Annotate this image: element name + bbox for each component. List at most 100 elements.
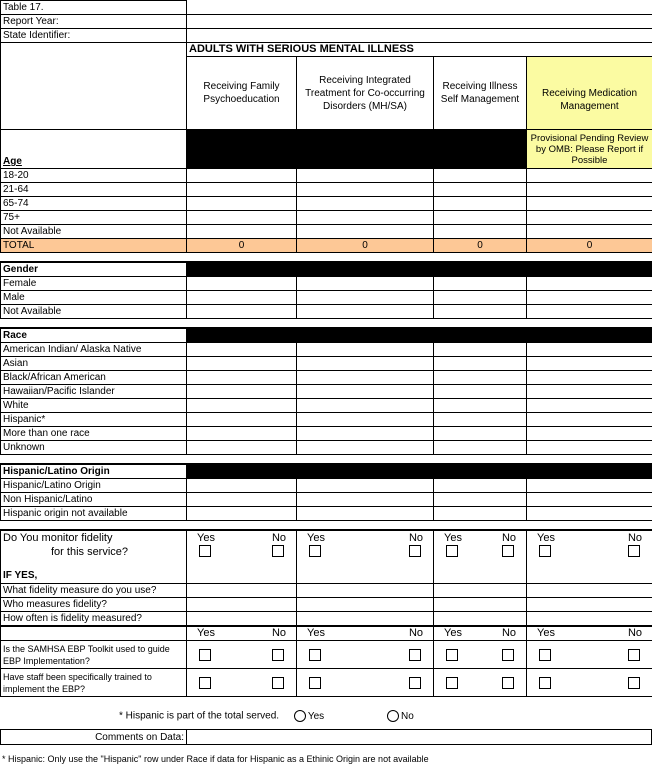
race-cell[interactable]: [186, 426, 297, 441]
hispanic-cell[interactable]: [296, 492, 434, 507]
fidelity-cell[interactable]: [433, 583, 527, 598]
gender-cell[interactable]: [433, 290, 527, 305]
fidelity-cell[interactable]: [433, 597, 527, 612]
hispanic-cell[interactable]: [186, 506, 297, 521]
fidelity-cell[interactable]: [296, 597, 434, 612]
fidelity-cell[interactable]: [296, 583, 434, 598]
race-cell[interactable]: [433, 440, 527, 455]
hispanic-yes-radio[interactable]: Yes: [293, 710, 324, 722]
age-cell[interactable]: [186, 168, 297, 183]
fidelity-cell[interactable]: [186, 583, 297, 598]
race-cell[interactable]: [433, 412, 527, 427]
no-checkbox[interactable]: [502, 648, 514, 661]
gender-cell[interactable]: [296, 276, 434, 291]
hispanic-cell[interactable]: [526, 478, 652, 493]
age-cell[interactable]: [186, 196, 297, 211]
yes-checkbox[interactable]: [446, 648, 458, 661]
age-cell[interactable]: [186, 210, 297, 225]
race-cell[interactable]: [526, 398, 652, 413]
fidelity-cell[interactable]: [526, 583, 652, 598]
race-cell[interactable]: [296, 426, 434, 441]
gender-cell[interactable]: [526, 276, 652, 291]
no-checkbox[interactable]: [409, 545, 421, 557]
yes-checkbox[interactable]: [539, 676, 551, 689]
gender-cell[interactable]: [296, 290, 434, 305]
race-cell[interactable]: [526, 342, 652, 357]
race-cell[interactable]: [433, 384, 527, 399]
yes-checkbox[interactable]: [199, 676, 211, 689]
no-checkbox[interactable]: [272, 676, 284, 689]
race-cell[interactable]: [433, 356, 527, 371]
age-cell[interactable]: [296, 210, 434, 225]
no-checkbox[interactable]: [502, 545, 514, 557]
age-cell[interactable]: [433, 182, 527, 197]
fidelity-cell[interactable]: [186, 597, 297, 612]
no-checkbox[interactable]: [628, 545, 640, 557]
hispanic-cell[interactable]: [526, 492, 652, 507]
age-cell[interactable]: [433, 168, 527, 183]
yes-checkbox[interactable]: [199, 545, 211, 557]
yes-checkbox[interactable]: [446, 676, 458, 689]
yes-checkbox[interactable]: [539, 545, 551, 557]
race-cell[interactable]: [526, 370, 652, 385]
age-cell[interactable]: [526, 224, 652, 239]
race-cell[interactable]: [186, 440, 297, 455]
age-cell[interactable]: [186, 182, 297, 197]
no-checkbox[interactable]: [502, 676, 514, 689]
race-cell[interactable]: [526, 412, 652, 427]
age-cell[interactable]: [433, 224, 527, 239]
fidelity-cell[interactable]: [433, 611, 527, 627]
race-cell[interactable]: [186, 412, 297, 427]
age-cell[interactable]: [526, 182, 652, 197]
race-cell[interactable]: [433, 426, 527, 441]
race-cell[interactable]: [526, 426, 652, 441]
yes-checkbox[interactable]: [199, 648, 211, 661]
race-cell[interactable]: [526, 356, 652, 371]
yes-checkbox[interactable]: [446, 545, 458, 557]
race-cell[interactable]: [186, 356, 297, 371]
race-cell[interactable]: [296, 370, 434, 385]
age-cell[interactable]: [186, 224, 297, 239]
race-cell[interactable]: [296, 384, 434, 399]
race-cell[interactable]: [526, 440, 652, 455]
gender-cell[interactable]: [526, 304, 652, 319]
gender-cell[interactable]: [296, 304, 434, 319]
race-cell[interactable]: [186, 342, 297, 357]
gender-cell[interactable]: [433, 304, 527, 319]
age-cell[interactable]: [296, 196, 434, 211]
comments-input[interactable]: [186, 729, 652, 745]
race-cell[interactable]: [433, 370, 527, 385]
gender-cell[interactable]: [186, 290, 297, 305]
race-cell[interactable]: [526, 384, 652, 399]
no-checkbox[interactable]: [272, 545, 284, 557]
no-checkbox[interactable]: [409, 676, 421, 689]
no-checkbox[interactable]: [628, 648, 640, 661]
hispanic-no-radio[interactable]: No: [386, 710, 414, 722]
gender-cell[interactable]: [433, 276, 527, 291]
fidelity-cell[interactable]: [526, 597, 652, 612]
no-checkbox[interactable]: [409, 648, 421, 661]
race-cell[interactable]: [186, 384, 297, 399]
race-cell[interactable]: [296, 356, 434, 371]
report-year-input[interactable]: [186, 14, 652, 29]
gender-cell[interactable]: [526, 290, 652, 305]
hispanic-cell[interactable]: [296, 506, 434, 521]
race-cell[interactable]: [433, 342, 527, 357]
race-cell[interactable]: [186, 370, 297, 385]
hispanic-cell[interactable]: [296, 478, 434, 493]
yes-checkbox[interactable]: [539, 648, 551, 661]
race-cell[interactable]: [433, 398, 527, 413]
hispanic-cell[interactable]: [186, 492, 297, 507]
race-cell[interactable]: [296, 342, 434, 357]
race-cell[interactable]: [186, 398, 297, 413]
no-checkbox[interactable]: [272, 648, 284, 661]
hispanic-cell[interactable]: [433, 478, 527, 493]
yes-checkbox[interactable]: [309, 648, 321, 661]
gender-cell[interactable]: [186, 276, 297, 291]
hispanic-cell[interactable]: [433, 492, 527, 507]
race-cell[interactable]: [296, 412, 434, 427]
age-cell[interactable]: [526, 196, 652, 211]
age-cell[interactable]: [526, 210, 652, 225]
no-checkbox[interactable]: [628, 676, 640, 689]
gender-cell[interactable]: [186, 304, 297, 319]
